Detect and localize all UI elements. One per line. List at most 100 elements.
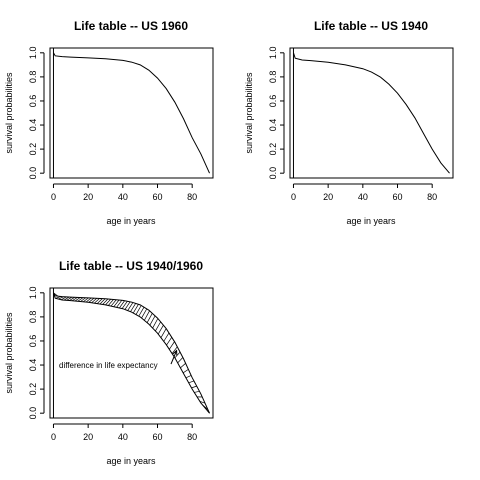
chart-title: Life table -- US 1960 (74, 19, 188, 33)
survival-curve (292, 52, 450, 174)
y-tick-label: 0.8 (28, 71, 38, 84)
hatch-line (163, 332, 170, 342)
x-tick-label: 20 (323, 192, 333, 202)
x-tick-label: 40 (358, 192, 368, 202)
hatch-line (74, 297, 81, 302)
x-axis-label: age in years (346, 216, 396, 226)
x-tick-label: 80 (427, 192, 437, 202)
y-tick-label: 0.0 (268, 167, 278, 180)
hatch-line (180, 363, 186, 369)
hatch-line (60, 296, 67, 301)
hatch-line (185, 375, 192, 379)
hatch-line (144, 310, 150, 321)
x-tick-label: 20 (83, 192, 93, 202)
y-tick-label: 0.8 (268, 71, 278, 84)
x-axis-label: age in years (106, 456, 156, 466)
y-tick-label: 0.0 (28, 407, 38, 420)
hatch-line (138, 307, 145, 317)
plot-area (292, 48, 450, 178)
y-tick-label: 0.2 (28, 383, 38, 396)
hatch-line (152, 318, 159, 329)
annotation-arrowhead (172, 349, 178, 356)
x-tick-label: 0 (51, 432, 56, 442)
chart-title: Life table -- US 1940/1960 (59, 259, 203, 273)
x-tick-label: 80 (187, 432, 197, 442)
hatch-line (121, 301, 128, 309)
hatch-line (119, 300, 125, 309)
y-axis: 0.0 0.2 0.4 0.6 0.8 1.0 (28, 47, 45, 180)
hatch-line (157, 325, 164, 335)
plot-area: difference in life expectancy (52, 288, 210, 418)
y-axis: 0.0 0.2 0.4 0.6 0.8 1.0 (268, 47, 285, 180)
y-axis-label: survival probabilities (244, 72, 254, 154)
hatch-line (99, 298, 106, 305)
y-tick-label: 0.0 (28, 167, 38, 180)
hatch-line (169, 341, 175, 350)
x-tick-label: 0 (51, 192, 56, 202)
plot-frame (49, 47, 214, 179)
hatch-line (174, 351, 181, 359)
hatch-line (171, 346, 178, 354)
x-axis: 0 20 40 60 80 (51, 183, 197, 202)
annotation-arrow-line (170, 350, 178, 365)
y-tick-label: 1.0 (28, 47, 38, 60)
hatch-line (146, 313, 153, 323)
hatch-line (83, 297, 89, 303)
hatch-line (199, 400, 206, 404)
y-tick-label: 0.6 (28, 335, 38, 348)
hatch-line (177, 357, 184, 364)
hatch-line (124, 301, 131, 310)
hatch-line (105, 298, 111, 306)
panel-us-1940-1960: Life table -- US 1940/1960 age in years … (4, 259, 214, 466)
survival-curve-1960 (53, 292, 210, 414)
y-tick-label: 0.4 (28, 359, 38, 372)
x-tick-label: 60 (153, 432, 163, 442)
hatch-line (113, 299, 120, 307)
hatch-line (66, 296, 73, 301)
hatch-line (141, 308, 148, 319)
hatch-line (69, 297, 75, 301)
y-tick-label: 0.8 (28, 311, 38, 324)
hatch-line (88, 297, 95, 303)
x-axis-label: age in years (106, 216, 156, 226)
hatch-line (130, 303, 136, 312)
hatch-line (182, 369, 189, 374)
hatch-line (194, 390, 200, 393)
hatch-line (107, 299, 114, 306)
hatch-line (116, 300, 123, 308)
x-tick-label: 40 (118, 432, 128, 442)
survival-curve-1940 (52, 292, 210, 414)
x-tick-label: 0 (291, 192, 296, 202)
y-tick-label: 0.2 (28, 143, 38, 156)
x-axis: 0 20 40 60 80 (51, 423, 197, 442)
annotation-label: difference in life expectancy (59, 361, 158, 370)
hatch-line (110, 299, 117, 307)
hatch-line (102, 298, 109, 305)
hatch-line (155, 321, 161, 332)
plot-area (52, 48, 210, 178)
panel-us-1960: Life table -- US 1960 age in years survi… (4, 19, 214, 226)
x-tick-label: 60 (393, 192, 403, 202)
hatch-line (91, 298, 98, 303)
hatch-line (77, 297, 84, 302)
y-axis-label: survival probabilities (4, 312, 14, 394)
x-tick-label: 40 (118, 192, 128, 202)
plot-frame (49, 287, 214, 419)
x-tick-label: 80 (187, 192, 197, 202)
y-tick-label: 1.0 (268, 47, 278, 60)
hatch-line (132, 304, 139, 314)
hatch-line (96, 298, 103, 304)
hatch-line (94, 298, 100, 304)
hatch-line (188, 380, 195, 384)
hatch-line (63, 296, 70, 301)
panel-us-1940: Life table -- US 1940 age in years survi… (244, 19, 454, 226)
hatch-line (72, 297, 78, 302)
y-tick-label: 1.0 (28, 287, 38, 300)
chart-title: Life table -- US 1940 (314, 19, 428, 33)
x-tick-label: 60 (153, 192, 163, 202)
y-tick-label: 0.4 (268, 119, 278, 132)
plot-frame (289, 47, 454, 179)
x-axis: 0 20 40 60 80 (291, 183, 437, 202)
